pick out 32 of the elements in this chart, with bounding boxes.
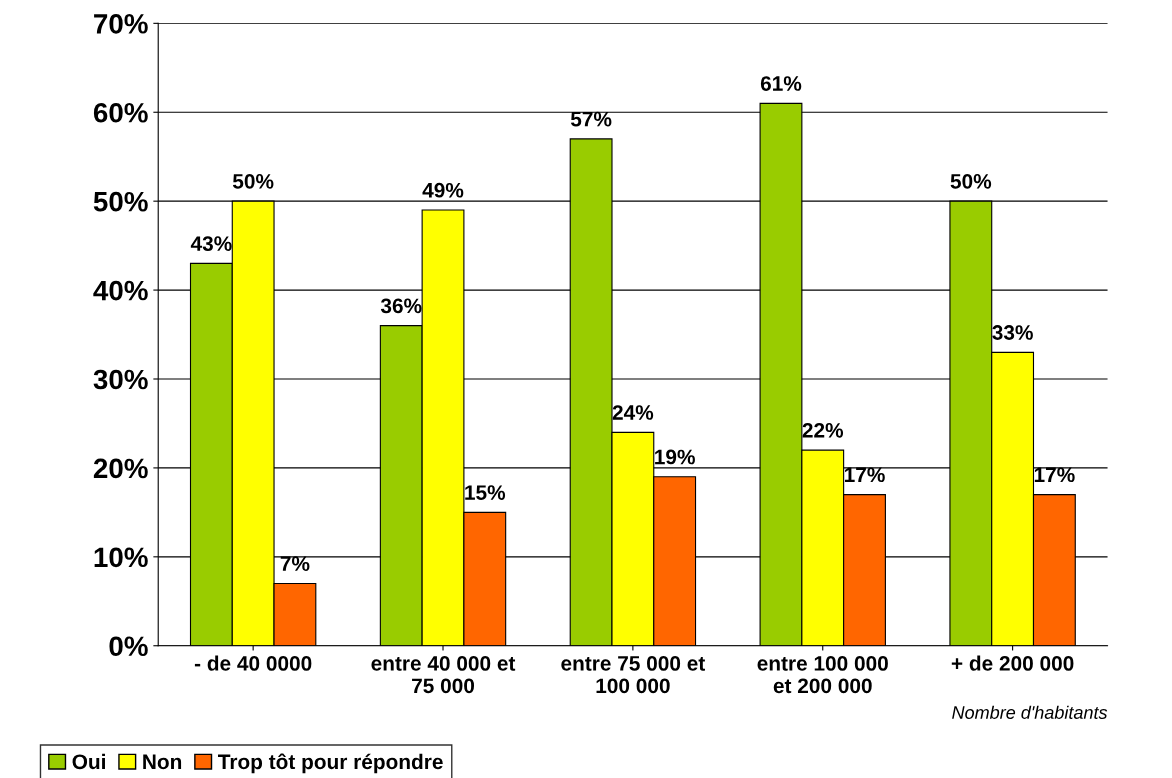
data-label: 36%: [380, 298, 422, 314]
x-tick-label: + de 200 000: [951, 655, 1074, 671]
data-label: 17%: [844, 467, 885, 483]
data-label: 15%: [465, 485, 506, 500]
y-tick-label: 60%: [93, 102, 148, 123]
data-label: 22%: [802, 422, 844, 438]
data-label: 17%: [1034, 467, 1075, 483]
y-tick-label: 20%: [93, 458, 148, 479]
data-label: 19%: [655, 449, 695, 465]
data-label: 57%: [570, 111, 612, 127]
data-label: 43%: [190, 236, 232, 251]
y-tick-label: 50%: [93, 191, 148, 212]
data-label: 49%: [422, 182, 464, 198]
x-tick-label: - de 40 0000: [194, 655, 312, 671]
legend-label: Oui: [72, 753, 105, 770]
x-tick-label: entre 40 000 et 75 000: [371, 656, 516, 694]
y-tick-label: 0%: [109, 636, 148, 657]
data-label: 7%: [280, 556, 310, 572]
legend-label: Trop tôt pour répondre: [218, 753, 443, 774]
data-label: 24%: [612, 405, 654, 420]
legend-label: Non: [143, 754, 182, 770]
data-label: 50%: [232, 173, 274, 189]
y-tick-label: 40%: [93, 280, 148, 301]
data-label: 50%: [950, 173, 992, 189]
data-label: 33%: [992, 325, 1033, 340]
x-axis-title: Nombre d'habitants: [952, 705, 1108, 719]
y-tick-label: 70%: [94, 14, 148, 34]
y-tick-label: 10%: [94, 547, 148, 568]
y-tick-label: 30%: [93, 369, 148, 390]
x-tick-label: entre 75 000 et 100 000: [561, 656, 706, 694]
x-tick-label: entre 100 000 et 200 000: [757, 656, 888, 694]
data-label: 61%: [760, 76, 802, 91]
